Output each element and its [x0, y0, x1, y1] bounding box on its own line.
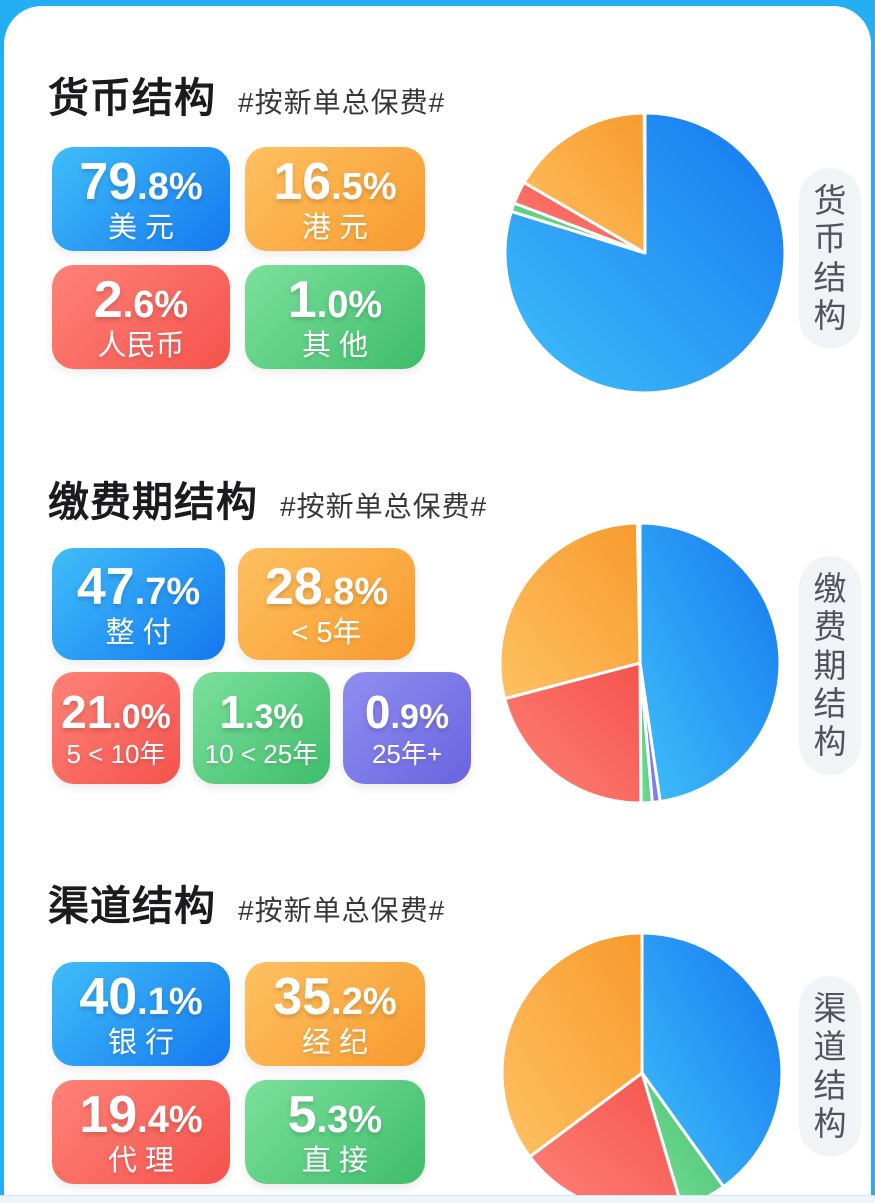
- side-label-char: 道: [813, 1028, 847, 1066]
- stat-value: 16.5%: [273, 152, 397, 211]
- pie-slice: [500, 931, 644, 1159]
- stat-label: 10 < 25年: [204, 739, 319, 769]
- pie-slice: [638, 521, 782, 804]
- side-label-char: 构: [813, 296, 847, 334]
- stat-value: 0.9%: [364, 686, 450, 738]
- stat-value: 21.0%: [61, 686, 171, 738]
- stat-card: 1.0% 其 他: [245, 265, 425, 369]
- pie-svg: [498, 521, 782, 805]
- stat-card: 79.8% 美 元: [52, 147, 230, 251]
- section-hashtag-payment-term: #按新单总保费#: [280, 491, 488, 522]
- side-label-char: 构: [813, 723, 847, 761]
- stat-value: 79.8%: [79, 152, 203, 211]
- stat-label: 银 行: [107, 1026, 175, 1059]
- stat-card: 5.3% 直 接: [245, 1080, 425, 1184]
- section-header-currency: 货币结构 #按新单总保费#: [48, 64, 445, 124]
- stat-value: 47.7%: [76, 557, 201, 616]
- side-label-char: 结: [813, 1066, 847, 1104]
- pie-svg: [503, 111, 787, 395]
- pie-chart-currency: [500, 108, 790, 398]
- pie-chart-channel: [497, 928, 787, 1203]
- pie-slice: [640, 931, 784, 1189]
- stat-card: 16.5% 港 元: [245, 147, 425, 251]
- section-title-currency: 货币结构: [48, 75, 216, 121]
- side-label-char: 费: [813, 608, 847, 646]
- stat-card: 40.1% 银 行: [52, 962, 230, 1066]
- side-label-char: 缴: [813, 570, 847, 607]
- stat-card: 2.6% 人民币: [52, 265, 230, 369]
- stat-cards-currency: 79.8% 美 元 16.5% 港 元 2.6% 人民币 1.0% 其 他: [52, 147, 488, 369]
- stat-value: 5.3%: [287, 1085, 383, 1144]
- section-title-payment-term: 缴费期结构: [48, 479, 258, 525]
- stat-value: 19.4%: [79, 1085, 203, 1144]
- section-header-payment-term: 缴费期结构 #按新单总保费#: [48, 468, 487, 528]
- stat-card: 19.4% 代 理: [52, 1080, 230, 1184]
- side-label-char: 期: [813, 646, 847, 684]
- pie-slice: [522, 111, 647, 255]
- stat-value: 1.3%: [219, 686, 304, 738]
- stat-card: 28.8% < 5年: [238, 548, 415, 660]
- stat-card: 1.3% 10 < 25年: [193, 672, 330, 784]
- side-label-char: 构: [813, 1104, 847, 1142]
- stat-cards-channel: 40.1% 银 行 35.2% 经 纪 19.4% 代 理 5.3% 直 接: [52, 962, 488, 1184]
- side-label-char: 结: [813, 684, 847, 722]
- pie-svg: [500, 931, 784, 1203]
- stat-label: 其 他: [301, 329, 369, 362]
- stat-label: 人民币: [97, 329, 185, 362]
- section-hashtag-currency: #按新单总保费#: [238, 87, 446, 118]
- side-label-char: 货: [813, 182, 847, 219]
- stat-card: 35.2% 经 纪: [245, 962, 425, 1066]
- stat-label: 整 付: [105, 616, 172, 649]
- stat-value: 2.6%: [93, 270, 189, 329]
- pie-slice: [498, 521, 642, 701]
- side-label-currency: 货币结构: [799, 168, 861, 350]
- pie-slice: [528, 1071, 683, 1203]
- stat-card: 0.9% 25年+: [343, 672, 471, 784]
- stat-label: 直 接: [301, 1144, 369, 1177]
- stat-value: 28.8%: [264, 557, 389, 616]
- pie-chart-payment-term: [495, 518, 785, 808]
- side-label-char: 币: [813, 220, 847, 258]
- side-label-payment-term: 缴费期结构: [799, 556, 861, 776]
- stat-label: 代 理: [107, 1144, 175, 1177]
- pie-slice: [503, 661, 643, 805]
- stat-card: 47.7% 整 付: [52, 548, 225, 660]
- stat-label: 港 元: [301, 211, 369, 244]
- stat-value: 40.1%: [79, 967, 203, 1026]
- stat-value: 35.2%: [273, 967, 397, 1026]
- side-label-char: 渠: [813, 990, 847, 1027]
- section-hashtag-channel: #按新单总保费#: [238, 895, 446, 926]
- stat-label: 5 < 10年: [66, 739, 166, 769]
- stat-label: 美 元: [107, 211, 175, 244]
- stat-label: 25年+: [371, 739, 443, 769]
- side-label-channel: 渠道结构: [799, 976, 861, 1158]
- stat-value: 1.0%: [287, 270, 383, 329]
- stat-card: 21.0% 5 < 10年: [52, 672, 180, 784]
- stat-cards-payment-term: 47.7% 整 付 28.8% < 5年 21.0% 5 < 10年 1.3% 10 < 25…: [52, 548, 488, 784]
- stat-label: < 5年: [291, 616, 362, 649]
- side-label-char: 结: [813, 258, 847, 296]
- section-header-channel: 渠道结构 #按新单总保费#: [48, 872, 445, 932]
- bottom-divider: [0, 1195, 875, 1203]
- stat-label: 经 纪: [301, 1026, 369, 1059]
- section-title-channel: 渠道结构: [48, 883, 216, 929]
